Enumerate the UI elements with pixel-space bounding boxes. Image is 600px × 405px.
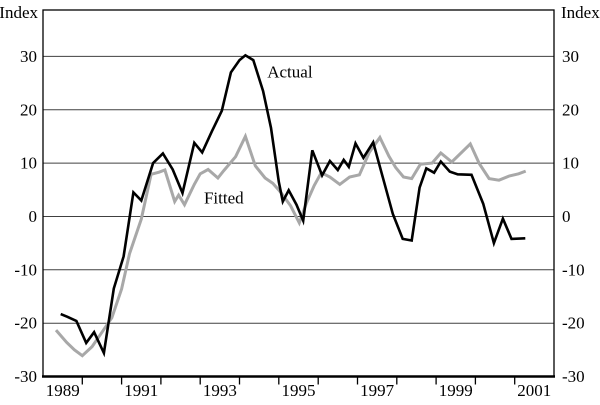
y-tick-label-right-30: 30 [562, 47, 579, 66]
x-tick-label-1989: 1989 [46, 381, 80, 400]
actual-line [60, 53, 526, 358]
axis-title-left: Index [0, 3, 38, 22]
y-tick-label-left--10: -10 [14, 260, 37, 279]
y-tick-label-left--20: -20 [14, 314, 37, 333]
y-tick-label-right--20: -20 [562, 314, 585, 333]
axis-title-right: Index [561, 3, 600, 22]
x-tick-label-1991: 1991 [124, 381, 158, 400]
x-tick-label-1995: 1995 [282, 381, 316, 400]
series-label-actual: Actual [267, 62, 313, 81]
y-tick-label-left--30: -30 [14, 367, 37, 386]
y-tick-label-left-10: 10 [20, 154, 37, 173]
x-tick-label-1999: 1999 [439, 381, 473, 400]
y-tick-label-right--10: -10 [562, 260, 585, 279]
y-tick-label-left-0: 0 [29, 207, 38, 226]
y-tick-label-right--30: -30 [562, 367, 585, 386]
y-tick-label-right-0: 0 [562, 207, 571, 226]
x-tick-label-2001: 2001 [517, 381, 551, 400]
y-tick-label-right-10: 10 [562, 154, 579, 173]
series-label-fitted: Fitted [204, 188, 244, 207]
y-tick-label-left-30: 30 [20, 47, 37, 66]
x-tick-label-1993: 1993 [203, 381, 237, 400]
y-tick-label-left-20: 20 [20, 100, 37, 119]
x-tick-label-1997: 1997 [360, 381, 395, 400]
y-tick-label-right-20: 20 [562, 100, 579, 119]
